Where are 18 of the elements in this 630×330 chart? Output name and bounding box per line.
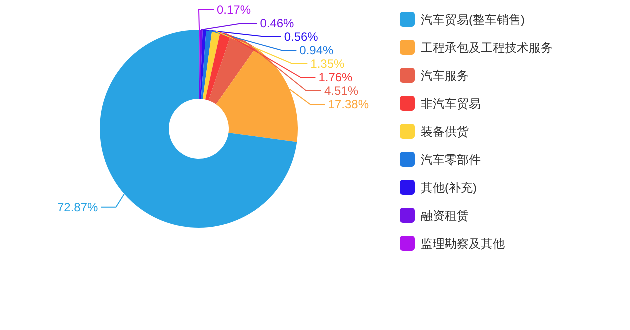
data-label: 72.87%: [57, 200, 98, 214]
legend-label: 其他(补充): [421, 181, 477, 195]
data-label: 0.17%: [217, 3, 252, 17]
data-label: 0.46%: [260, 16, 295, 30]
legend-label: 融资租赁: [421, 209, 469, 223]
legend-label: 工程承包及工程技术服务: [421, 41, 553, 55]
data-label: 0.94%: [300, 44, 334, 58]
data-label: 4.51%: [324, 84, 359, 98]
legend-label: 汽车零部件: [421, 153, 481, 167]
legend-label: 汽车服务: [421, 69, 469, 83]
legend-label: 非汽车贸易: [421, 97, 481, 111]
legend-label: 装备供货: [421, 125, 469, 139]
data-label: 1.76%: [318, 70, 354, 84]
data-label: 1.35%: [310, 57, 346, 71]
legend-label: 汽车贸易(整车销售): [421, 13, 525, 27]
data-label: 0.56%: [284, 30, 319, 44]
data-label: 17.38%: [328, 98, 370, 112]
legend-label: 监理勘察及其他: [421, 237, 505, 251]
